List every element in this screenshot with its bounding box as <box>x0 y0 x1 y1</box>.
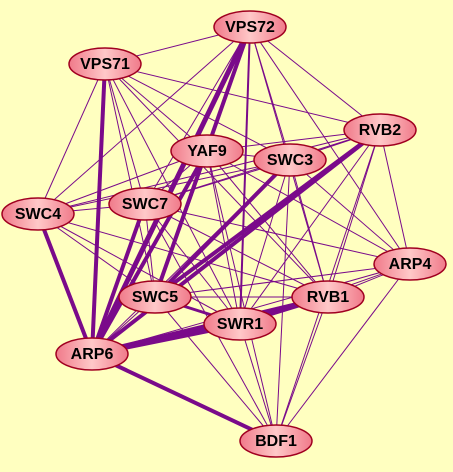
edge <box>239 129 381 325</box>
edge <box>275 159 291 442</box>
edge <box>104 63 329 298</box>
edge <box>154 296 277 442</box>
node-label: ARP6 <box>71 346 114 363</box>
edge <box>36 213 94 355</box>
edge <box>153 150 209 298</box>
edge <box>104 63 146 205</box>
edge <box>239 26 251 325</box>
edge <box>90 63 107 355</box>
node <box>203 307 277 341</box>
node <box>118 280 192 314</box>
edge <box>90 203 147 355</box>
edge <box>37 159 291 215</box>
node-label: SWC4 <box>15 206 61 223</box>
edge <box>91 352 277 443</box>
edge <box>153 158 292 299</box>
node-label: SWC5 <box>132 289 178 306</box>
edge <box>206 150 277 442</box>
node-label: SWC3 <box>267 152 313 169</box>
edge <box>379 129 411 265</box>
edge <box>275 296 329 442</box>
edge <box>104 63 381 131</box>
node <box>239 424 313 458</box>
node <box>1 197 75 231</box>
node <box>68 47 142 81</box>
edge <box>249 26 381 131</box>
edge <box>144 203 411 265</box>
edge <box>239 323 277 442</box>
node <box>213 10 287 44</box>
node <box>55 337 129 371</box>
edge <box>37 26 251 215</box>
edge <box>206 150 329 298</box>
edge <box>104 63 291 161</box>
node <box>108 187 182 221</box>
node <box>343 113 417 147</box>
node-label: RVB1 <box>307 289 349 306</box>
edge <box>289 159 329 298</box>
node-label: YAF9 <box>187 143 227 160</box>
edge <box>206 150 411 265</box>
edge <box>90 128 382 356</box>
node-label: BDF1 <box>255 433 297 450</box>
edge <box>37 129 381 215</box>
edge <box>37 213 241 325</box>
edge <box>206 150 241 325</box>
node-label: VPS71 <box>80 56 130 73</box>
edge <box>144 203 329 298</box>
edge <box>154 263 411 298</box>
edge <box>37 213 329 298</box>
edge <box>91 159 291 355</box>
node-label: VPS72 <box>225 19 275 36</box>
edge <box>37 63 106 215</box>
edge <box>275 263 411 442</box>
node-label: SWR1 <box>217 316 263 333</box>
node-label: SWC7 <box>122 196 168 213</box>
node <box>291 280 365 314</box>
nodes: VPS72 VPS71 RVB2 YAF9 SWC3 SWC4 SWC7 ARP4 SWC5 RV… <box>1 10 447 458</box>
edge <box>327 129 381 298</box>
edges <box>36 25 411 443</box>
node-label: ARP4 <box>389 256 432 273</box>
edge <box>144 203 241 325</box>
node-label: RVB2 <box>359 122 401 139</box>
edge <box>90 150 209 355</box>
node <box>373 247 447 281</box>
node <box>253 143 327 177</box>
node <box>170 134 244 168</box>
edge <box>289 159 411 265</box>
